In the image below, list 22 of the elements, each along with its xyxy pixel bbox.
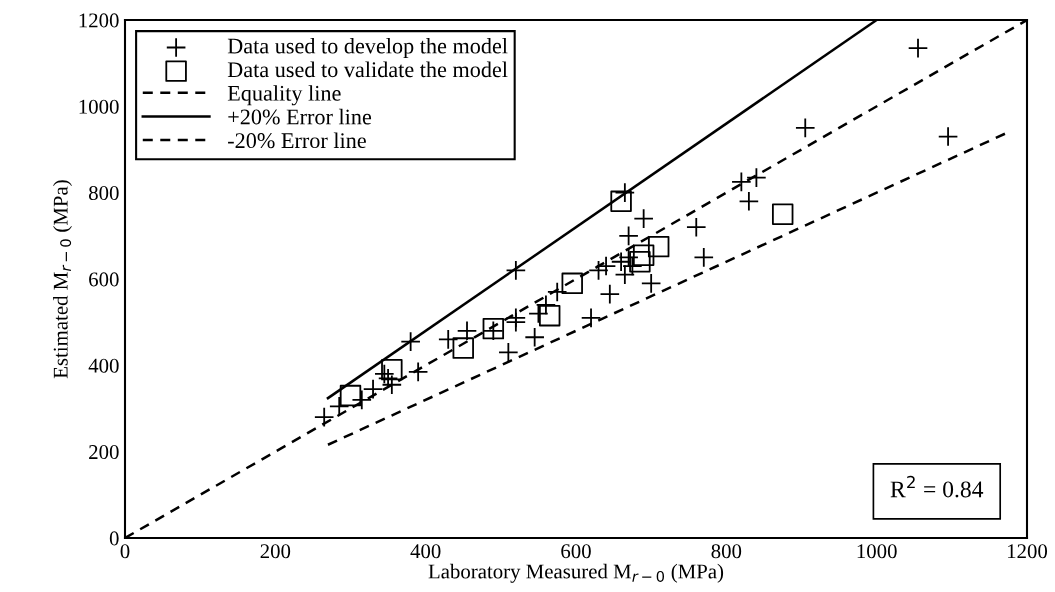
y-tick-label: 0 — [109, 531, 119, 546]
y-tick-label: 800 — [88, 186, 119, 201]
x-tick-label: 200 — [260, 544, 291, 559]
legend-label: Equality line — [227, 85, 341, 106]
y-tick-label: 200 — [89, 445, 119, 460]
x-tick-label: 0 — [120, 544, 130, 559]
y-axis-title: Estimated M$_{r−0}$ (MPa) — [53, 180, 72, 379]
legend-label: -20% Error line — [228, 132, 366, 149]
x-axis-title: Laboratory Measured M$_{r−0}$ (MPa) — [428, 563, 724, 583]
x-tick-label: 1200 — [1008, 544, 1048, 559]
x-tick-label: 600 — [561, 544, 591, 559]
x-tick-label: 1000 — [857, 544, 897, 559]
annotation: R$^{2}$ = 0.84 — [890, 475, 984, 498]
legend-label: +20% Error line — [228, 108, 372, 125]
y-tick-label: 400 — [88, 358, 119, 373]
legend-label: Data used to validate the model — [227, 61, 508, 78]
x-tick-label: 400 — [410, 544, 441, 559]
y-tick-label: 1000 — [79, 99, 119, 114]
legend-label: Data used to develop the model — [227, 37, 508, 59]
y-tick-label: 1200 — [79, 13, 119, 28]
x-tick-label: 800 — [711, 544, 742, 559]
y-tick-label: 600 — [89, 272, 119, 287]
